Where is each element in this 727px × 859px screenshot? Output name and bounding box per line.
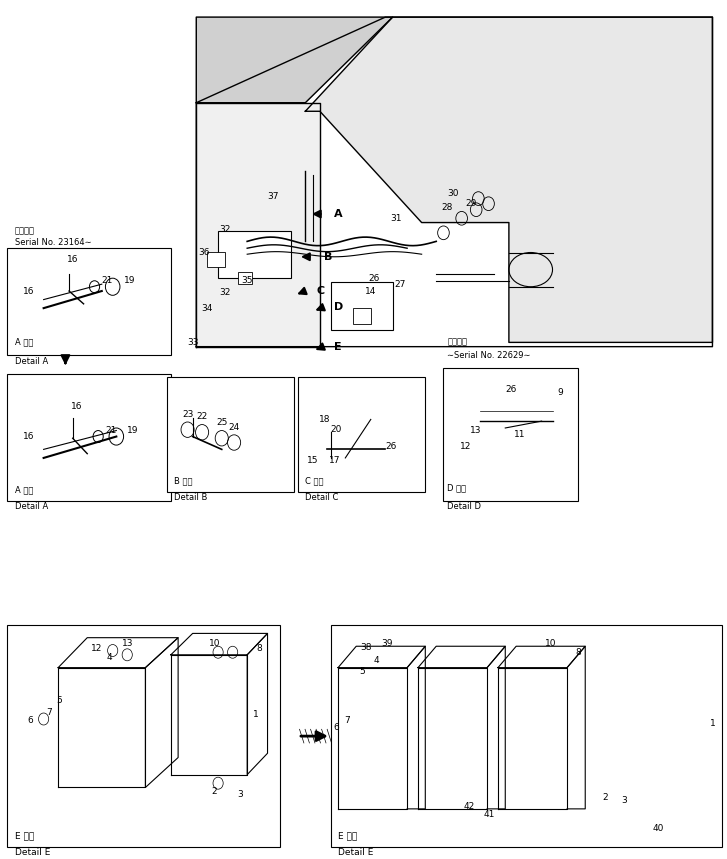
Text: 6: 6 [28,716,33,725]
Bar [7,624,280,847]
Text: A 詳細: A 詳細 [15,338,33,347]
Text: 7: 7 [345,716,350,725]
Bar [238,272,252,284]
Text: 10: 10 [209,639,220,649]
Text: 11: 11 [514,430,526,439]
Text: 16: 16 [23,432,35,441]
Text: 22: 22 [196,412,208,422]
Bar [298,376,425,492]
Bar [331,283,393,330]
Text: 28: 28 [441,203,453,211]
Text: B: B [324,252,332,262]
Bar [331,624,722,847]
Text: 10: 10 [545,639,556,649]
Text: 38: 38 [360,643,371,653]
Text: 34: 34 [201,303,213,313]
Text: 8: 8 [575,648,581,657]
Text: 7: 7 [46,708,52,716]
Text: 15: 15 [307,456,318,465]
Text: Detail A: Detail A [15,502,48,510]
Text: ∼Serial No. 22629∼: ∼Serial No. 22629∼ [447,350,531,360]
Text: 37: 37 [267,192,278,201]
Text: A 詳細: A 詳細 [15,484,33,494]
Text: 41: 41 [483,810,495,819]
Text: E 詳細: E 詳細 [15,832,33,841]
Text: 12: 12 [91,644,103,654]
Text: 29: 29 [465,199,477,208]
Text: 16: 16 [67,255,79,264]
Text: 18: 18 [319,415,331,424]
Text: C 詳細: C 詳細 [305,477,324,485]
Text: 適用号機: 適用号機 [15,227,35,235]
Text: 23: 23 [182,410,193,419]
Bar [353,308,371,324]
Text: 40: 40 [652,824,664,833]
Text: 16: 16 [71,402,82,411]
Text: 33: 33 [187,338,198,347]
Text: 24: 24 [228,423,240,431]
Text: E: E [334,342,342,351]
Text: 42: 42 [463,801,475,811]
Text: 14: 14 [365,287,377,295]
Text: 12: 12 [459,442,471,451]
Text: B 詳細: B 詳細 [174,477,193,485]
Bar [207,252,225,267]
Polygon shape [305,17,712,343]
Text: 20: 20 [330,425,342,434]
Text: 21: 21 [102,277,113,285]
Text: 5: 5 [57,696,63,704]
Text: Detail D: Detail D [447,502,481,510]
Bar [167,376,294,492]
Text: 5: 5 [359,667,365,676]
Text: 17: 17 [329,456,340,465]
Text: 30: 30 [447,189,459,198]
Text: 3: 3 [621,795,627,805]
Text: 1: 1 [253,710,259,719]
Text: Detail E: Detail E [338,848,374,857]
Text: Serial No. 23164∼: Serial No. 23164∼ [15,238,91,247]
Text: Detail A: Detail A [15,357,48,366]
Text: 27: 27 [394,280,406,289]
Text: 26: 26 [385,442,397,451]
Text: 35: 35 [241,277,253,285]
Text: 25: 25 [216,418,228,427]
Text: A: A [334,209,343,219]
Text: 13: 13 [121,639,133,649]
Text: 1: 1 [710,719,715,728]
Text: 4: 4 [106,653,112,662]
Text: 適用号機: 適用号機 [447,338,467,347]
Bar [443,368,578,501]
Text: 4: 4 [374,656,379,666]
Text: 32: 32 [220,225,231,234]
Bar [218,231,291,278]
Text: Detail C: Detail C [305,493,339,502]
Text: C: C [316,286,324,296]
Text: 31: 31 [390,214,402,222]
Text: 16: 16 [23,287,35,295]
Text: 2: 2 [212,787,217,796]
Text: 8: 8 [257,644,262,654]
Polygon shape [196,17,393,103]
Text: 3: 3 [237,789,243,799]
Text: 9: 9 [557,387,563,397]
Text: Detail B: Detail B [174,493,208,502]
Text: 21: 21 [105,426,117,435]
Text: 26: 26 [369,274,380,283]
Text: 19: 19 [124,277,135,285]
Bar [7,374,171,501]
Text: 13: 13 [470,426,482,435]
Bar [7,248,171,356]
Text: 6: 6 [333,723,339,732]
Text: 26: 26 [505,385,517,394]
Text: 2: 2 [603,793,608,802]
Text: 32: 32 [220,289,231,297]
Text: 19: 19 [127,426,139,435]
Text: D: D [334,302,344,313]
Text: 39: 39 [381,639,393,649]
Text: D 詳細: D 詳細 [447,483,466,492]
Polygon shape [196,103,320,347]
Text: 36: 36 [198,248,209,257]
Text: Detail E: Detail E [15,848,50,857]
Text: E 詳細: E 詳細 [338,832,357,841]
